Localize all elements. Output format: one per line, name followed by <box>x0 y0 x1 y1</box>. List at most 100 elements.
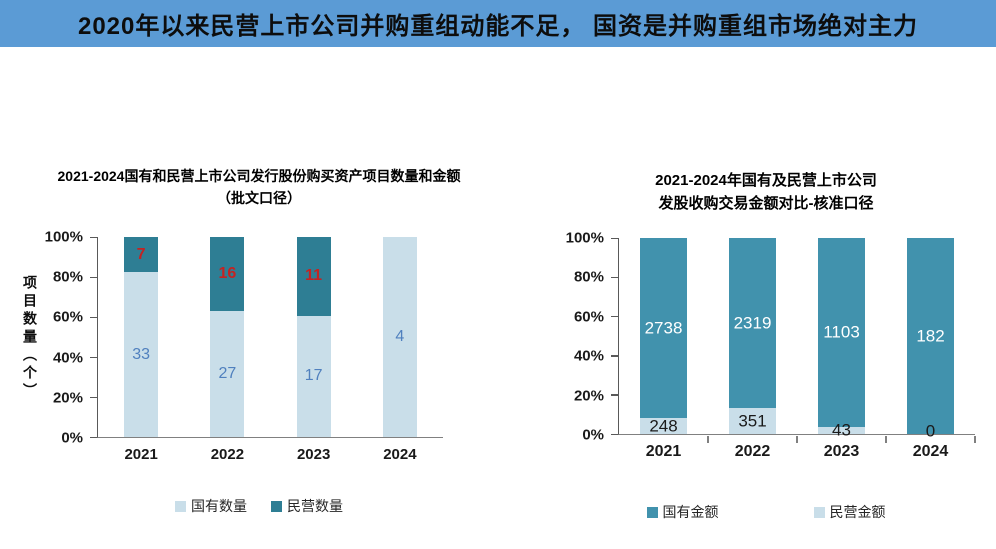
bar-segment <box>907 238 954 434</box>
bar-value-label: 11 <box>305 267 323 285</box>
x-tick-mark <box>707 436 709 443</box>
bar-segment <box>818 426 865 434</box>
bar-value-label: 2738 <box>644 318 683 338</box>
y-tick-label: 60% <box>573 308 604 326</box>
y-tick-mark <box>611 433 618 435</box>
bar-value-label: 1103 <box>823 322 860 342</box>
bar-segment <box>729 238 776 409</box>
y-tick-label: 20% <box>573 387 604 405</box>
bar-segment <box>382 237 417 437</box>
x-axis-label: 2022 <box>210 446 245 463</box>
bar-segment <box>124 237 159 272</box>
y-tick-mark <box>611 237 618 239</box>
y-tick-mark <box>90 356 97 358</box>
bar-value-label: 7 <box>136 245 146 263</box>
left-chart: 2021-2024国有和民营上市公司发行股份购买资产项目数量和金额 （批文口径）… <box>18 166 500 538</box>
right-chart-y-axis-ticks: 0% 20% 40% 60% 80% 100% <box>542 230 611 444</box>
x-axis-label: 2022 <box>734 443 771 460</box>
x-tick-mark <box>974 436 976 443</box>
x-axis-label: 2023 <box>296 446 331 463</box>
y-tick-mark <box>90 316 97 318</box>
legend-label: 国有数量 <box>191 498 247 514</box>
bar-value-label: 16 <box>218 265 237 283</box>
x-tick-mark <box>796 436 798 443</box>
bar-2024: 4 2024 <box>382 237 417 463</box>
y-tick-mark <box>611 276 618 279</box>
bar-segment <box>818 238 865 427</box>
bar-value-label: 351 <box>738 411 767 431</box>
bar-segment <box>296 315 331 437</box>
bar-segment <box>210 237 245 312</box>
y-tick-label: 100% <box>44 228 83 246</box>
y-tick-mark <box>611 394 618 396</box>
bar-2022: 351 2319 2022 <box>729 238 776 460</box>
bar-segment <box>296 237 331 316</box>
right-chart-plot-area: 248 2738 2021 351 2319 2022 43 1103 2023 0 182 2024 <box>611 237 976 460</box>
right-chart-title-line1: 2021-2024年国有及民营上市公司 <box>655 172 877 189</box>
right-chart-title-line2: 发股收购交易金额对比-核准口径 <box>658 194 874 212</box>
legend-item: 国有数量 <box>175 496 247 516</box>
left-chart-title: 2021-2024国有和民营上市公司发行股份购买资产项目数量和金额 （批文口径） <box>18 166 500 209</box>
bar-2021: 33 7 2021 <box>124 237 159 463</box>
legend-swatch <box>271 500 282 512</box>
y-tick-label: 0% <box>61 429 83 447</box>
bar-segment <box>210 311 245 437</box>
legend-swatch <box>813 506 825 518</box>
bar-2023: 17 11 2023 <box>296 237 331 463</box>
legend-label: 国有金额 <box>662 504 719 520</box>
y-tick-label: 60% <box>52 308 83 326</box>
y-tick-label: 100% <box>565 229 604 247</box>
y-tick-label: 40% <box>52 349 83 367</box>
legend-swatch <box>175 500 186 512</box>
legend-item: 国有金额 <box>646 502 719 522</box>
bar-value-label: 17 <box>304 367 323 385</box>
legend-label: 民营数量 <box>287 498 343 514</box>
bar-value-label: 2319 <box>733 313 772 333</box>
y-tick-label: 40% <box>573 347 604 365</box>
bar-segment <box>729 408 776 434</box>
left-chart-plot-area: 33 7 2021 27 16 2022 17 11 2023 4 2024 <box>90 236 443 463</box>
bar-segment <box>640 238 687 418</box>
y-tick-mark <box>611 355 618 357</box>
bar-2022: 27 16 2022 <box>210 237 245 463</box>
banner-title: 2020年以来民营上市公司并购重组动能不足， 国资是并购重组市场绝对主力 <box>77 13 919 40</box>
bar-2024: 0 182 2024 <box>907 238 954 460</box>
bar-2023: 43 1103 2023 <box>818 238 865 460</box>
y-tick-mark <box>90 236 97 238</box>
x-axis-label: 2024 <box>383 446 417 463</box>
bar-value-label: 27 <box>218 365 237 383</box>
y-tick-label: 0% <box>582 426 604 444</box>
legend-label: 民营金额 <box>829 504 886 520</box>
left-chart-y-axis-title: 项目数量（个） <box>22 274 38 401</box>
y-tick-mark <box>90 436 97 438</box>
y-tick-label: 80% <box>573 268 604 286</box>
x-axis-label: 2021 <box>645 443 682 460</box>
right-chart: 2021-2024年国有及民营上市公司 发股收购交易金额对比-核准口径 0% 20… <box>540 170 992 538</box>
x-axis-label: 2023 <box>823 443 860 460</box>
bar-value-label: 33 <box>132 345 151 363</box>
x-axis-label: 2021 <box>124 446 158 463</box>
bar-segment <box>124 272 159 437</box>
legend-item: 民营数量 <box>271 496 343 516</box>
y-tick-mark <box>611 315 618 318</box>
legend-item: 民营金额 <box>813 502 886 522</box>
bar-segment <box>640 417 687 434</box>
left-chart-title-line1: 2021-2024国有和民营上市公司发行股份购买资产项目数量和金额 <box>57 168 461 184</box>
right-chart-legend: 国有金额 民营金额 <box>540 502 992 522</box>
legend-swatch <box>646 506 658 518</box>
x-tick-mark <box>885 436 887 443</box>
bar-2021: 248 2738 2021 <box>640 238 687 460</box>
left-chart-title-line2: （批文口径） <box>217 189 301 206</box>
banner: 2020年以来民营上市公司并购重组动能不足， 国资是并购重组市场绝对主力 <box>0 0 996 47</box>
y-tick-mark <box>90 276 97 278</box>
bar-value-label: 0 <box>925 421 936 441</box>
bar-value-label: 43 <box>832 420 851 440</box>
left-chart-legend: 国有数量 民营数量 <box>18 496 500 516</box>
y-tick-label: 80% <box>52 268 83 286</box>
left-chart-y-axis-ticks: 0% 20% 40% 60% 80% 100% <box>18 229 90 447</box>
bar-value-label: 248 <box>649 416 678 436</box>
y-tick-mark <box>90 396 97 398</box>
y-tick-label: 20% <box>52 389 83 407</box>
bar-value-label: 182 <box>916 326 945 346</box>
